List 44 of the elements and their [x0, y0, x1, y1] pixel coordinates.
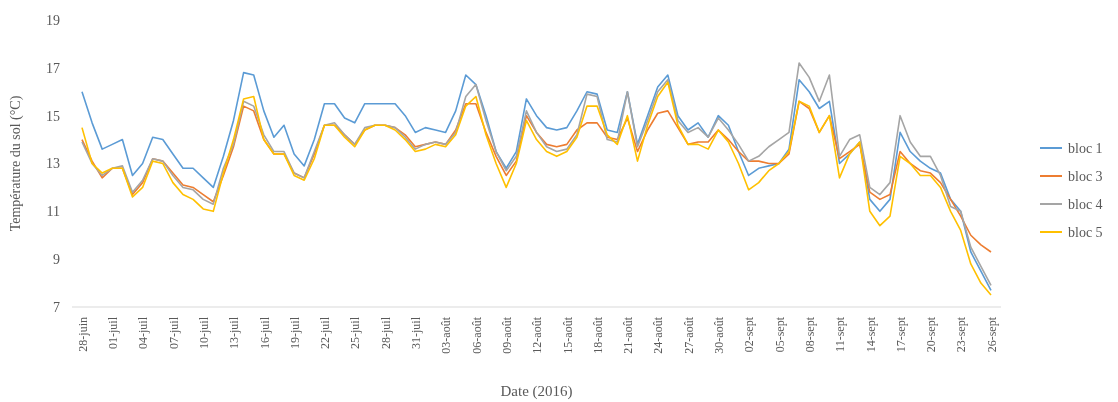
x-tick-label: 19-juil	[287, 316, 302, 349]
x-tick-label: 13-juil	[227, 316, 242, 349]
x-tick-label: 03-août	[439, 316, 454, 354]
legend-label: bloc 5	[1068, 224, 1103, 240]
x-tick-label: 14-sept	[863, 316, 878, 353]
legend-label: bloc 4	[1068, 196, 1103, 212]
x-tick-label: 30-août	[712, 316, 726, 354]
x-tick-label: 01-juil	[106, 316, 120, 349]
x-tick-label: 20-sept	[924, 316, 939, 353]
x-tick-label: 25-juil	[348, 316, 363, 349]
x-axis-title: Date (2016)	[500, 383, 573, 400]
y-tick-label: 7	[53, 299, 60, 315]
x-tick-label: 16-juil	[257, 316, 272, 349]
y-tick-label: 17	[46, 60, 60, 76]
y-tick-label: 11	[46, 204, 60, 220]
x-tick-label: 23-sept	[954, 316, 969, 353]
x-tick-label: 15-août	[560, 316, 575, 354]
x-tick-label: 12-août	[530, 316, 545, 354]
x-tick-label: 28-juil	[378, 316, 393, 349]
x-tick-label: 24-août	[651, 316, 666, 354]
y-tick-label: 19	[46, 12, 60, 28]
x-tick-label: 08-sept	[802, 316, 817, 353]
x-tick-label: 02-sept	[742, 316, 757, 353]
x-tick-label: 10-juil	[196, 316, 211, 349]
x-tick-label: 05-sept	[772, 316, 787, 353]
x-tick-label: 07-juil	[166, 316, 181, 349]
y-tick-label: 9	[53, 252, 60, 268]
x-tick-label: 27-août	[681, 316, 696, 354]
y-axis-title: Température du sol (°C)	[8, 95, 24, 232]
x-tick-label: 17-sept	[893, 316, 908, 353]
y-tick-label: 13	[46, 156, 60, 172]
x-tick-label: 18-août	[590, 316, 605, 354]
x-tick-label: 28-juin	[75, 317, 90, 352]
x-tick-label: 26-sept	[984, 316, 999, 353]
y-tick-label: 15	[46, 108, 60, 124]
x-tick-label: 06-août	[469, 316, 484, 354]
legend-label: bloc 1	[1068, 140, 1103, 156]
x-tick-label: 04-juil	[136, 316, 151, 349]
x-tick-label: 09-août	[499, 316, 514, 354]
x-tick-label: 22-juil	[318, 316, 333, 349]
x-tick-label: 21-août	[621, 316, 636, 354]
legend-label: bloc 3	[1068, 168, 1103, 184]
x-tick-label: 31-juil	[409, 316, 423, 349]
x-tick-label: 11-sept	[833, 316, 848, 352]
